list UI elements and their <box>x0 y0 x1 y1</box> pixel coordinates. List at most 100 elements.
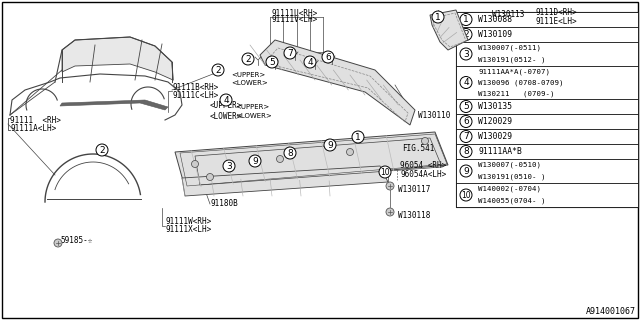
Text: 91111W<RH>: 91111W<RH> <box>165 218 211 227</box>
Circle shape <box>322 51 334 63</box>
Text: W140055(0704- ): W140055(0704- ) <box>478 198 545 204</box>
Text: W130135: W130135 <box>478 102 512 111</box>
Text: 9: 9 <box>327 140 333 149</box>
Polygon shape <box>175 132 448 188</box>
Text: 4: 4 <box>463 78 469 87</box>
Text: 8: 8 <box>463 147 469 156</box>
Text: 2: 2 <box>245 54 251 63</box>
Circle shape <box>386 208 394 216</box>
Text: W130191(0510- ): W130191(0510- ) <box>478 174 545 180</box>
Text: <LOWER>: <LOWER> <box>210 111 243 121</box>
Text: 96054 <RH>: 96054 <RH> <box>400 161 446 170</box>
Text: 9: 9 <box>252 156 258 165</box>
Text: 9111E<LH>: 9111E<LH> <box>535 17 577 26</box>
Text: 1: 1 <box>355 132 361 141</box>
Circle shape <box>460 100 472 113</box>
Text: 6: 6 <box>325 52 331 61</box>
Text: 91111AA*B: 91111AA*B <box>478 147 522 156</box>
Circle shape <box>460 131 472 142</box>
Text: 91111C<LH>: 91111C<LH> <box>172 91 218 100</box>
Circle shape <box>212 64 224 76</box>
Bar <box>456 27 638 42</box>
Text: 2: 2 <box>463 30 469 39</box>
Circle shape <box>96 144 108 156</box>
Text: W130118: W130118 <box>398 211 430 220</box>
Text: 1: 1 <box>463 15 469 24</box>
Text: W130109: W130109 <box>478 30 512 39</box>
Text: W130113: W130113 <box>492 10 524 19</box>
Circle shape <box>284 47 296 59</box>
Circle shape <box>386 182 394 190</box>
Polygon shape <box>430 10 468 50</box>
Text: 6: 6 <box>463 117 469 126</box>
Text: 7: 7 <box>463 132 469 141</box>
Text: 91111B<RH>: 91111B<RH> <box>172 83 218 92</box>
Bar <box>456 114 638 129</box>
Circle shape <box>54 239 62 247</box>
Text: 10: 10 <box>380 167 390 177</box>
Text: 96054A<LH>: 96054A<LH> <box>400 170 446 179</box>
Circle shape <box>249 155 261 167</box>
Text: W140002(-0704): W140002(-0704) <box>478 186 541 192</box>
Text: W130088: W130088 <box>478 15 512 24</box>
Circle shape <box>352 131 364 143</box>
Circle shape <box>276 156 284 163</box>
Polygon shape <box>62 37 173 80</box>
Circle shape <box>460 13 472 26</box>
Bar <box>456 183 638 207</box>
Circle shape <box>422 138 429 145</box>
Bar <box>456 12 638 207</box>
Circle shape <box>324 139 336 151</box>
Circle shape <box>284 147 296 159</box>
Circle shape <box>460 146 472 157</box>
Text: W130029: W130029 <box>478 132 512 141</box>
Bar <box>456 144 638 159</box>
Text: <UPPER>: <UPPER> <box>235 104 269 110</box>
Text: 9111D<RH>: 9111D<RH> <box>535 7 577 17</box>
Bar <box>456 99 638 114</box>
Text: 4: 4 <box>307 58 313 67</box>
Text: W130110: W130110 <box>418 110 451 119</box>
Circle shape <box>266 56 278 68</box>
Text: 91111A<LH>: 91111A<LH> <box>10 124 56 132</box>
Text: W130117: W130117 <box>398 185 430 194</box>
Text: 2: 2 <box>99 146 105 155</box>
Text: 2: 2 <box>215 66 221 75</box>
Text: W130007(-0510): W130007(-0510) <box>478 162 541 168</box>
Text: A914001067: A914001067 <box>586 307 636 316</box>
Text: 91111U<RH>: 91111U<RH> <box>272 9 318 18</box>
Text: 91111  <RH>: 91111 <RH> <box>10 116 61 124</box>
Text: W120029: W120029 <box>478 117 512 126</box>
Circle shape <box>207 173 214 180</box>
Circle shape <box>460 76 472 89</box>
Text: 91111V<LH>: 91111V<LH> <box>272 15 318 24</box>
Circle shape <box>460 189 472 201</box>
Bar <box>456 129 638 144</box>
Text: 91180B: 91180B <box>210 199 237 209</box>
Circle shape <box>191 161 198 167</box>
Text: W130191(0512- ): W130191(0512- ) <box>478 57 545 63</box>
Circle shape <box>304 56 316 68</box>
Text: 9: 9 <box>463 166 469 175</box>
Bar <box>456 42 638 66</box>
Circle shape <box>242 53 254 65</box>
Circle shape <box>346 148 353 156</box>
Polygon shape <box>60 100 168 110</box>
Text: 8: 8 <box>287 148 293 157</box>
Circle shape <box>460 48 472 60</box>
Text: 10: 10 <box>461 190 471 199</box>
Text: 5: 5 <box>269 58 275 67</box>
Text: 59185-☆: 59185-☆ <box>60 236 92 244</box>
Text: <UPPER>: <UPPER> <box>231 72 265 78</box>
Text: 5: 5 <box>463 102 469 111</box>
Text: <LOWER>: <LOWER> <box>231 80 268 86</box>
Circle shape <box>379 166 391 178</box>
Circle shape <box>220 94 232 106</box>
Text: <LOWER>: <LOWER> <box>235 113 272 119</box>
Text: 3: 3 <box>463 50 469 59</box>
Circle shape <box>432 11 444 23</box>
Bar <box>456 66 638 99</box>
Polygon shape <box>260 40 415 125</box>
Text: 7: 7 <box>287 49 293 58</box>
Bar <box>456 12 638 27</box>
